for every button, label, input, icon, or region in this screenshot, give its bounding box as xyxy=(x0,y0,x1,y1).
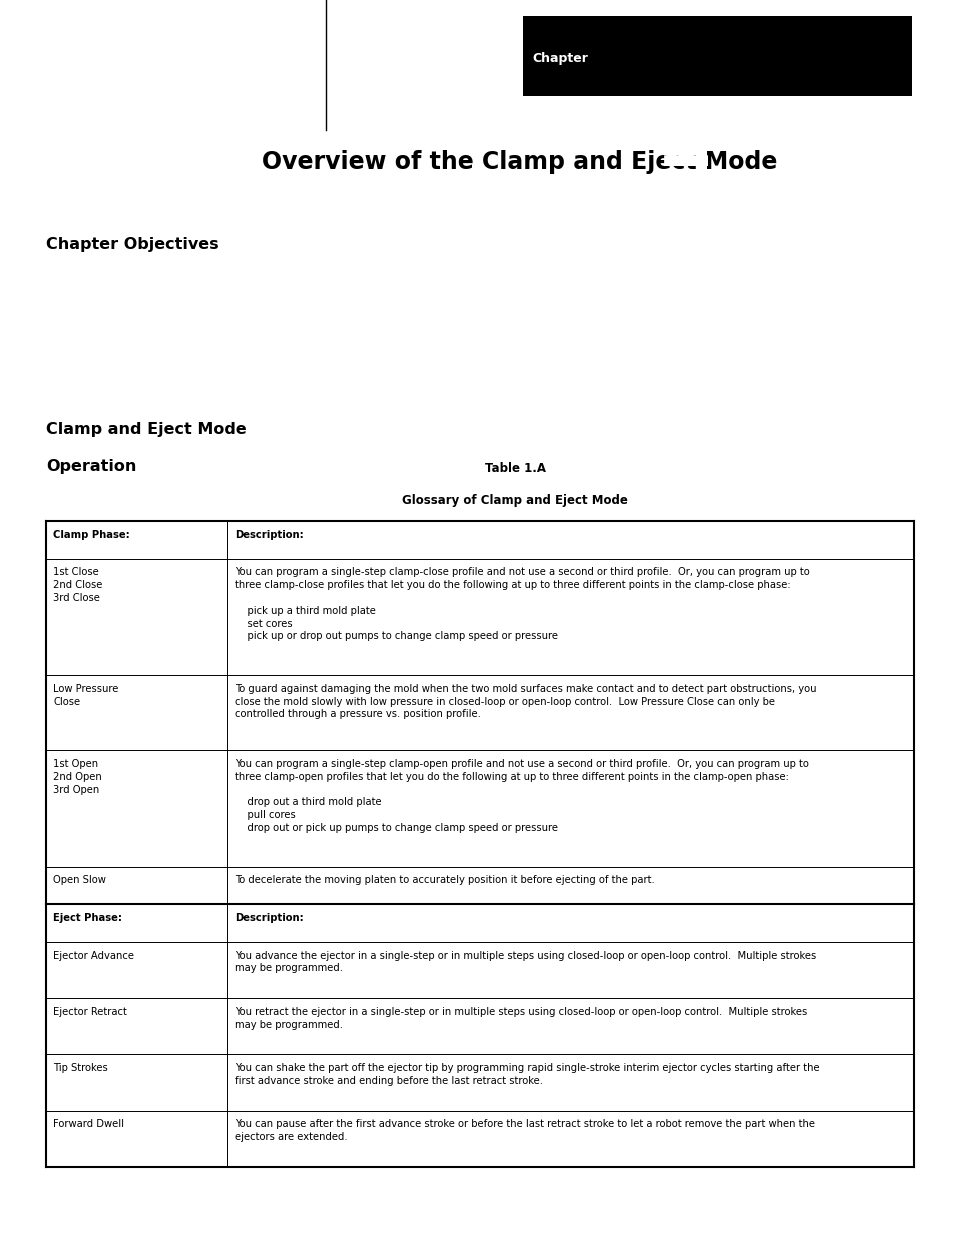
Text: To guard against damaging the mold when the two mold surfaces make contact and t: To guard against damaging the mold when … xyxy=(234,684,816,720)
Text: Clamp and Eject Mode: Clamp and Eject Mode xyxy=(46,422,246,437)
Text: Operation: Operation xyxy=(46,459,136,474)
Text: Ejector Advance: Ejector Advance xyxy=(53,951,134,961)
Text: Description:: Description: xyxy=(234,530,303,540)
Text: Open Slow: Open Slow xyxy=(53,876,106,885)
Text: You can program a single-step clamp-open profile and not use a second or third p: You can program a single-step clamp-open… xyxy=(234,760,808,832)
Bar xyxy=(522,16,911,96)
Text: You can program a single-step clamp-close profile and not use a second or third : You can program a single-step clamp-clos… xyxy=(234,567,808,641)
Text: Chapter: Chapter xyxy=(532,52,588,64)
Text: Chapter Objectives: Chapter Objectives xyxy=(46,237,218,252)
Text: Overview of the Clamp and Eject Mode: Overview of the Clamp and Eject Mode xyxy=(262,149,777,174)
Text: Low Pressure
Close: Low Pressure Close xyxy=(53,684,119,706)
Text: 1st Open
2nd Open
3rd Open: 1st Open 2nd Open 3rd Open xyxy=(53,760,102,794)
Text: Ejector Retract: Ejector Retract xyxy=(53,1007,127,1016)
Text: To decelerate the moving platen to accurately position it before ejecting of the: To decelerate the moving platen to accur… xyxy=(234,876,654,885)
Text: Clamp Phase:: Clamp Phase: xyxy=(53,530,130,540)
Text: Tip Strokes: Tip Strokes xyxy=(53,1063,108,1073)
Text: You can shake the part off the ejector tip by programming rapid single-stroke in: You can shake the part off the ejector t… xyxy=(234,1063,819,1086)
Text: Forward Dwell: Forward Dwell xyxy=(53,1119,124,1130)
Text: You can pause after the first advance stroke or before the last retract stroke t: You can pause after the first advance st… xyxy=(234,1119,814,1142)
Text: You retract the ejector in a single-step or in multiple steps using closed-loop : You retract the ejector in a single-step… xyxy=(234,1007,806,1030)
Text: Table 1.A: Table 1.A xyxy=(484,462,545,475)
Text: Eject Phase:: Eject Phase: xyxy=(53,913,122,923)
Text: Glossary of Clamp and Eject Mode: Glossary of Clamp and Eject Mode xyxy=(402,494,627,508)
Text: Description:: Description: xyxy=(234,913,303,923)
Text: 1st Close
2nd Close
3rd Close: 1st Close 2nd Close 3rd Close xyxy=(53,567,103,603)
Text: 1: 1 xyxy=(653,101,713,184)
Text: You advance the ejector in a single-step or in multiple steps using closed-loop : You advance the ejector in a single-step… xyxy=(234,951,815,973)
